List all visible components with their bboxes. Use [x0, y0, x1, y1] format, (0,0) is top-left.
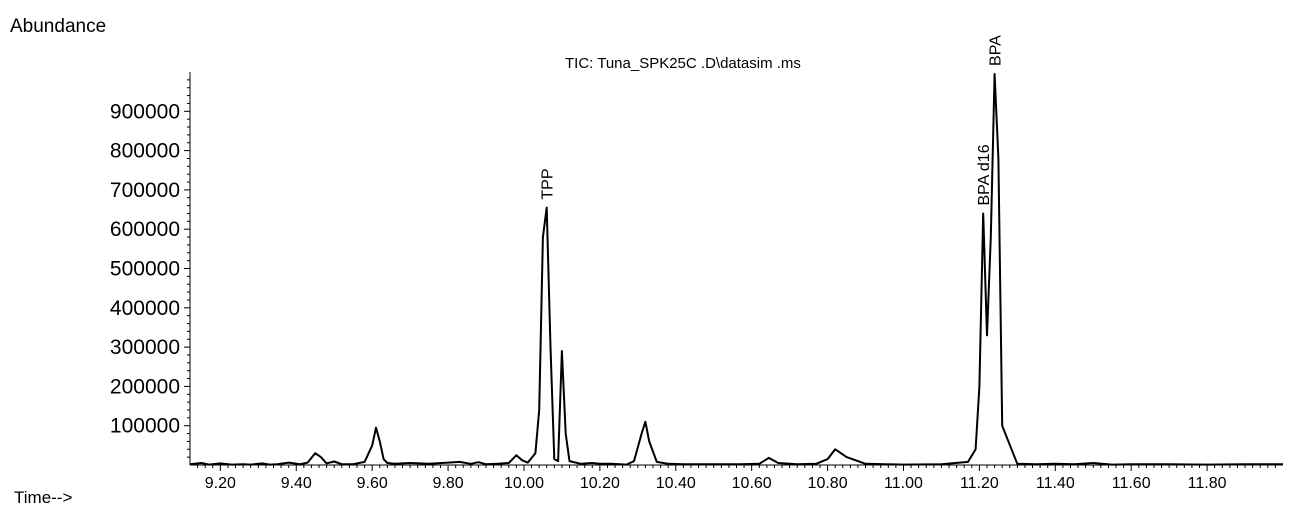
x-tick-label: 9.20 — [205, 475, 236, 492]
y-tick-label: 800000 — [110, 140, 180, 163]
x-axis-label: Time--> — [14, 488, 72, 507]
tic-trace — [189, 73, 1283, 466]
y-tick-label: 600000 — [110, 218, 180, 241]
series-group — [189, 73, 1283, 466]
y-tick-label: 300000 — [110, 336, 180, 359]
y-tick-label: 900000 — [110, 100, 180, 123]
x-tick-label: 11.60 — [1112, 475, 1151, 492]
x-tick-label: 11.00 — [884, 475, 923, 492]
x-tick-label: 10.00 — [504, 475, 544, 492]
y-tick-label: 200000 — [110, 375, 180, 398]
peak-label: BPA d16 — [976, 144, 993, 205]
peak-label: TPP — [540, 168, 557, 199]
x-tick-label: 10.20 — [580, 475, 620, 492]
x-tick-label: 11.40 — [1036, 475, 1075, 492]
y-tick-label: 700000 — [110, 179, 180, 202]
x-tick-label: 9.60 — [357, 475, 388, 492]
x-tick-label: 10.40 — [656, 475, 696, 492]
x-ticks: 9.20 9.40 9.60 9.80 10.00 10.20 10.40 10.60 10.8… — [197, 465, 1276, 492]
y-tick-label: 400000 — [110, 297, 180, 320]
peak-label: BPA — [988, 35, 1005, 66]
y-ticks: 100000 200000 300000 400000 500000 600000 7000… — [110, 79, 190, 458]
x-tick-label: 10.80 — [808, 475, 848, 492]
y-tick-label: 500000 — [110, 258, 180, 281]
peak-annotations: TPP BPA d16 BPA — [540, 35, 1005, 206]
x-tick-label: 9.80 — [432, 475, 463, 492]
x-tick-label: 9.40 — [281, 475, 312, 492]
chart-title: TIC: Tuna_SPK25C .D\datasim .ms — [565, 55, 801, 72]
x-tick-label: 11.80 — [1188, 475, 1227, 492]
y-tick-label: 100000 — [110, 415, 180, 438]
x-tick-label: 10.60 — [732, 475, 772, 492]
y-axis-label: Abundance — [10, 16, 106, 37]
x-tick-label: 11.20 — [960, 475, 999, 492]
